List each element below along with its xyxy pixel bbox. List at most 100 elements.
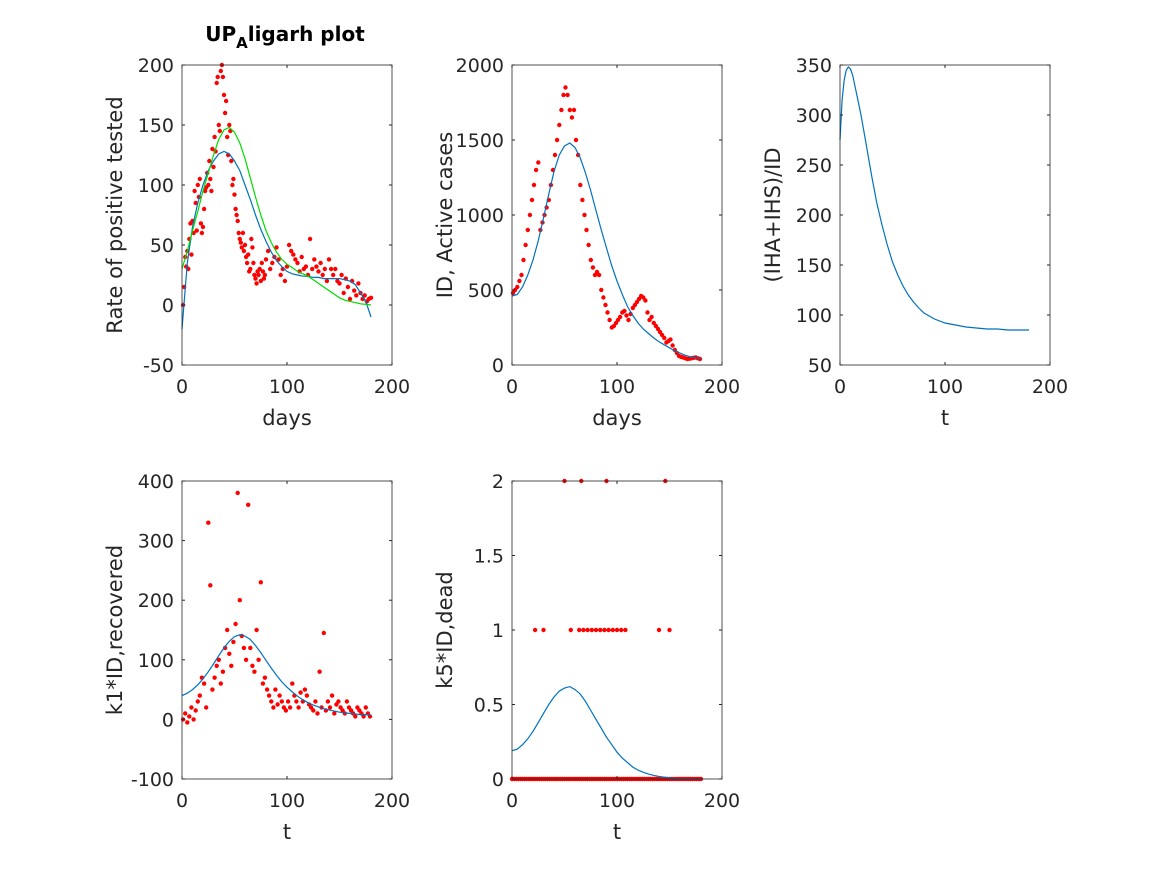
- data-point: [199, 230, 205, 236]
- data-point: [321, 630, 326, 636]
- data-point: [230, 182, 235, 188]
- data-point: [238, 240, 243, 245]
- data-point: [195, 182, 200, 188]
- data-point: [221, 92, 227, 98]
- data-point: [201, 206, 207, 212]
- subplot-dead: 0 100 200 0 0.5 1 1.5 2 t k5*ID,dead: [433, 471, 740, 844]
- data-point: [325, 699, 331, 704]
- data-point: [293, 257, 298, 262]
- data-point: [250, 245, 255, 250]
- data-point: [192, 188, 197, 194]
- data-point: [622, 308, 627, 314]
- chart-title: UPAligarh plot: [205, 22, 365, 52]
- y-tick-label: 1: [492, 620, 504, 642]
- data-point: [225, 627, 230, 633]
- data-point: [667, 627, 672, 633]
- data-point: [296, 705, 301, 710]
- data-point: [200, 224, 206, 230]
- data-point: [588, 257, 593, 263]
- x-tick-label: 200: [704, 790, 740, 812]
- data-point: [269, 699, 274, 704]
- data-point: [246, 502, 251, 507]
- data-point: [265, 248, 271, 254]
- series-line-1: [181, 150, 372, 330]
- data-point: [227, 651, 232, 656]
- data-point: [527, 212, 533, 218]
- x-tick-label: 200: [374, 376, 410, 398]
- title-subscript: A: [236, 34, 248, 52]
- data-point: [249, 236, 254, 242]
- data-point: [533, 167, 539, 173]
- data-point: [586, 242, 591, 248]
- data-point: [353, 714, 358, 719]
- data-point: [311, 708, 316, 713]
- y-tick-label: 100: [138, 650, 174, 672]
- data-point: [643, 298, 648, 303]
- data-point: [233, 206, 238, 212]
- y-tick-label: 350: [796, 55, 832, 77]
- data-point: [656, 627, 662, 633]
- data-point: [225, 134, 230, 140]
- y-tick-label: 0: [492, 769, 504, 791]
- data-point: [602, 627, 607, 633]
- y-axis-label: Rate of positive tested: [103, 96, 127, 333]
- data-point: [573, 137, 579, 143]
- data-point: [610, 627, 615, 633]
- data-point: [668, 337, 673, 342]
- data-point: [187, 714, 192, 719]
- data-point: [316, 269, 321, 274]
- data-point: [626, 317, 631, 323]
- subplot-iha-ihs-ratio: 0 100 200 50 100 150 200 250 300 350 t (IHA+IHS)/ID: [761, 55, 1068, 430]
- data-point: [278, 272, 283, 278]
- data-point: [206, 520, 211, 525]
- data-point: [183, 711, 188, 716]
- data-point: [229, 663, 234, 668]
- data-point: [218, 681, 223, 686]
- data-point: [239, 245, 244, 250]
- data-point: [256, 272, 261, 278]
- data-point: [605, 310, 610, 315]
- series-line-1: [511, 142, 702, 359]
- data-point: [291, 252, 296, 257]
- data-point: [554, 137, 560, 143]
- y-tick-label: 1.5: [474, 546, 504, 568]
- data-point: [315, 711, 320, 716]
- data-point: [568, 627, 573, 633]
- data-point: [198, 221, 204, 226]
- data-point: [623, 627, 628, 633]
- y-tick-label: 0.5: [474, 695, 504, 717]
- data-point: [234, 212, 239, 218]
- data-point: [241, 645, 247, 651]
- data-point: [252, 272, 257, 278]
- data-point: [237, 598, 242, 603]
- data-point: [304, 693, 310, 698]
- data-point: [290, 681, 295, 686]
- data-point: [232, 192, 237, 197]
- data-point: [333, 266, 338, 272]
- x-tick-label: 0: [834, 376, 846, 398]
- y-axis-label: ID, Active cases: [433, 132, 457, 299]
- data-point: [581, 627, 586, 633]
- data-point: [214, 80, 219, 86]
- data-point: [361, 714, 366, 719]
- data-point: [336, 699, 341, 704]
- data-point: [649, 314, 654, 320]
- data-point: [268, 266, 273, 272]
- series-line-1: [181, 634, 372, 716]
- y-tick-label: 50: [808, 355, 832, 377]
- data-point: [557, 122, 562, 128]
- data-point: [313, 699, 318, 704]
- data-point: [244, 260, 250, 266]
- data-point: [235, 218, 240, 224]
- data-point: [331, 272, 336, 278]
- data-point: [295, 260, 300, 266]
- data-point: [264, 687, 270, 692]
- data-layer: [839, 66, 1029, 331]
- data-point: [337, 281, 342, 286]
- y-axis-label: k1*ID,recovered: [103, 545, 127, 715]
- data-point: [211, 164, 216, 170]
- data-point: [590, 265, 596, 270]
